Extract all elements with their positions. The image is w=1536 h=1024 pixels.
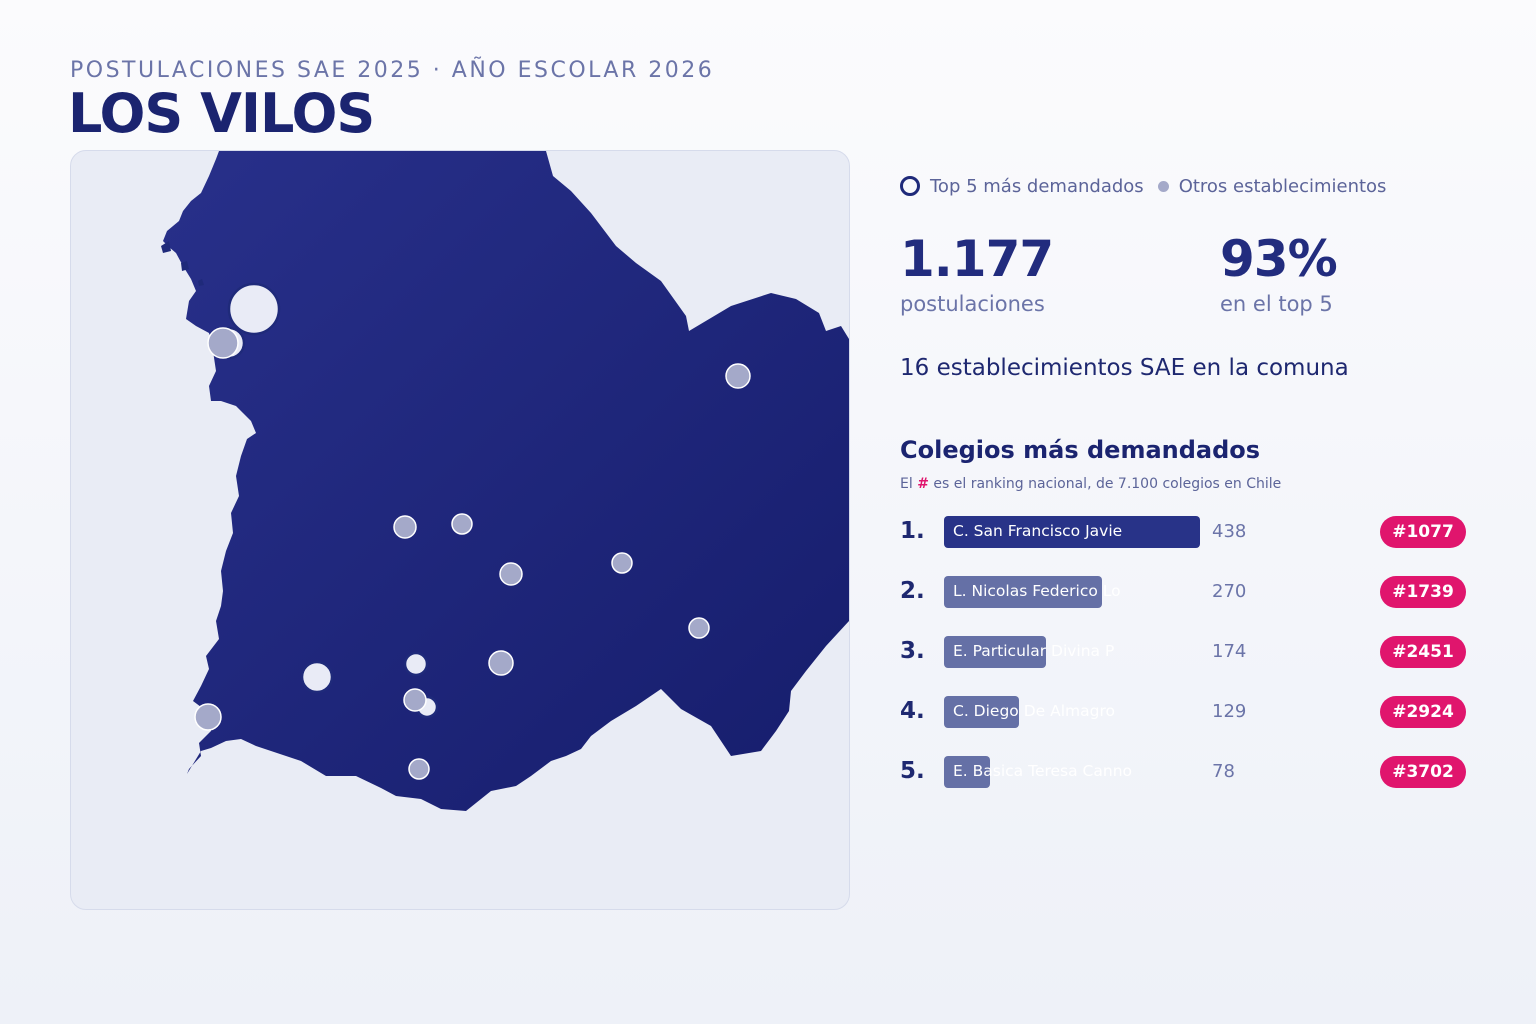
school-marker[interactable] <box>393 515 417 539</box>
applications-count: 129 <box>1212 701 1247 722</box>
applications-count: 270 <box>1212 581 1247 602</box>
rank-bar-track: C. San Francisco Javie <box>944 516 1200 548</box>
school-name: C. Diego De Almagro <box>953 702 1115 720</box>
schools-count-line: 16 establecimientos SAE en la comuna <box>900 355 1349 381</box>
map-panel[interactable] <box>70 150 850 910</box>
school-name: L. Nicolas Federico Lo <box>953 582 1121 600</box>
rank-position: 3. <box>900 638 925 664</box>
rank-position: 5. <box>900 758 925 784</box>
legend-others-label: Otros establecimientos <box>1178 175 1387 197</box>
school-marker[interactable] <box>403 688 427 712</box>
page-title: LOS VILOS <box>68 82 375 145</box>
school-name: E. Basica Teresa Canno <box>953 762 1132 780</box>
rank-bar <box>944 636 1046 668</box>
rank-bar <box>944 756 990 788</box>
rank-bar-track: L. Nicolas Federico Lo <box>944 576 1200 608</box>
national-rank-badge: #1077 <box>1380 516 1466 548</box>
school-marker[interactable] <box>207 327 239 359</box>
top5-school-marker[interactable] <box>227 282 281 336</box>
rank-position: 1. <box>900 518 925 544</box>
rank-position: 4. <box>900 698 925 724</box>
ranking-note-suffix: es el ranking nacional, de 7.100 colegio… <box>933 476 1282 492</box>
rank-bar <box>944 696 1020 728</box>
top5-ring-icon <box>900 176 920 196</box>
page-kicker: POSTULACIONES SAE 2025 · AÑO ESCOLAR 202… <box>70 58 715 83</box>
school-name: E. Particular Divina P <box>953 642 1115 660</box>
ranking-title: Colegios más demandados <box>900 436 1261 464</box>
top5-share-value: 93% <box>1220 230 1338 288</box>
rank-bar <box>944 516 1200 548</box>
school-marker[interactable] <box>488 650 514 676</box>
map-legend: Top 5 más demandados Otros establecimien… <box>900 174 1386 198</box>
commune-territory <box>163 151 849 811</box>
national-rank-badge: #1739 <box>1380 576 1466 608</box>
top5-share-label: en el top 5 <box>1220 292 1333 316</box>
applications-count: 174 <box>1212 641 1247 662</box>
marker-layer <box>194 282 751 780</box>
other-dot-icon <box>1157 180 1169 192</box>
rank-bar-track: E. Basica Teresa Canno <box>944 756 1200 788</box>
school-marker[interactable] <box>611 552 633 574</box>
school-marker[interactable] <box>725 363 751 389</box>
total-applications-label: postulaciones <box>900 292 1045 316</box>
school-marker[interactable] <box>499 562 523 586</box>
ranking-note: El # es el ranking nacional, de 7.100 co… <box>900 476 1281 492</box>
rank-bar-track: C. Diego De Almagro <box>944 696 1200 728</box>
ranking-note-hash: # <box>917 476 929 492</box>
applications-count: 438 <box>1212 521 1247 542</box>
school-marker[interactable] <box>408 758 430 780</box>
national-rank-badge: #3702 <box>1380 756 1466 788</box>
national-rank-badge: #2451 <box>1380 636 1466 668</box>
total-applications-value: 1.177 <box>900 230 1054 288</box>
top5-school-marker[interactable] <box>300 660 334 694</box>
national-rank-badge: #2924 <box>1380 696 1466 728</box>
school-marker[interactable] <box>451 513 473 535</box>
rank-bar-track: E. Particular Divina P <box>944 636 1200 668</box>
rank-position: 2. <box>900 578 925 604</box>
rank-bar <box>944 576 1102 608</box>
ranking-note-prefix: El <box>900 476 913 492</box>
commune-map[interactable] <box>71 151 849 909</box>
school-name: C. San Francisco Javie <box>953 522 1123 540</box>
legend-top5-label: Top 5 más demandados <box>930 175 1144 197</box>
school-marker[interactable] <box>688 617 710 639</box>
applications-count: 78 <box>1212 761 1235 782</box>
school-marker[interactable] <box>194 703 222 731</box>
top5-school-marker[interactable] <box>403 651 429 677</box>
